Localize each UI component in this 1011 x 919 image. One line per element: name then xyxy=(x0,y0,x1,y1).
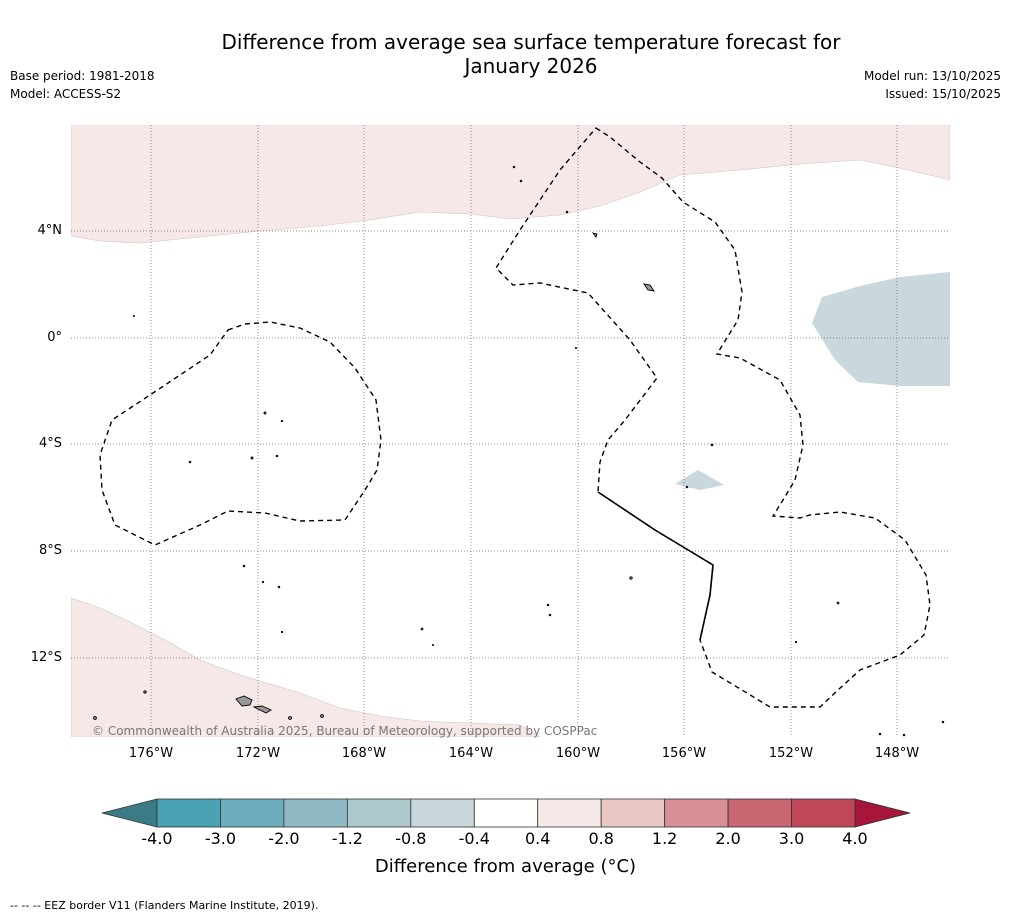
colorbar-segment xyxy=(283,798,348,828)
island-samoa-small xyxy=(252,705,272,714)
colorbar xyxy=(101,798,911,828)
colorbar-segment xyxy=(410,798,475,828)
colorbar-high-extend xyxy=(854,798,911,828)
lon-label-156w: 156°W xyxy=(661,746,707,761)
lon-label-168w: 168°W xyxy=(341,746,387,761)
colorbar-tick-label: 1.2 xyxy=(651,829,678,848)
base-period: Base period: 1981-2018 xyxy=(10,69,155,83)
colorbar-tick-label: 0.4 xyxy=(524,829,551,848)
copyright-notice: © Commonwealth of Australia 2025, Bureau… xyxy=(92,724,598,738)
colorbar-segment xyxy=(473,798,539,828)
map-title: Difference from average sea surface temp… xyxy=(0,30,1011,78)
meta-right: Model run: 13/10/2025 Issued: 15/10/2025 xyxy=(864,67,1001,103)
lon-label-172w: 172°W xyxy=(235,746,281,761)
title-line-2: January 2026 xyxy=(464,54,598,78)
lon-label-160w: 160°W xyxy=(555,746,601,761)
lon-label-164w: 164°W xyxy=(448,746,494,761)
warm-anomaly-north xyxy=(71,125,950,244)
lon-label-148w: 148°W xyxy=(874,746,920,761)
colorbar-low-extend xyxy=(101,798,158,828)
model-run: Model run: 13/10/2025 xyxy=(863,69,1001,83)
colorbar-segment xyxy=(537,798,602,828)
footer-note: -- -- -- EEZ border V11 (Flanders Marine… xyxy=(10,899,319,912)
title-line-1: Difference from average sea surface temp… xyxy=(221,30,841,54)
colorbar-tick-label: -1.2 xyxy=(331,829,363,848)
model-name: Model: ACCESS-S2 xyxy=(10,87,122,101)
lat-label-4n: 4°N xyxy=(37,223,63,238)
colorbar-label: Difference from average (°C) xyxy=(374,856,637,877)
issued-date: Issued: 15/10/2025 xyxy=(885,87,1001,101)
eez-border-central xyxy=(495,127,931,708)
lat-label-0: 0° xyxy=(47,330,62,345)
islands xyxy=(93,165,945,737)
colorbar-segment xyxy=(664,798,729,828)
island-samoa-large xyxy=(235,695,253,707)
colorbar-segment xyxy=(727,798,792,828)
eez-borders xyxy=(99,127,931,708)
lon-label-152w: 152°W xyxy=(768,746,814,761)
cool-anomaly-east xyxy=(812,272,950,386)
lat-label-12s: 12°S xyxy=(30,650,62,665)
eez-border-solid-segment xyxy=(597,491,714,641)
lat-label-8s: 8°S xyxy=(38,543,62,558)
meta-left: Base period: 1981-2018 Model: ACCESS-S2 xyxy=(10,67,155,103)
warm-anomaly-south-west xyxy=(71,597,541,737)
colorbar-tick-label: -2.0 xyxy=(268,829,300,848)
colorbar-tick-label: 2.0 xyxy=(715,829,741,848)
lat-label-4s: 4°S xyxy=(38,436,62,451)
cool-anomaly-small-patch xyxy=(675,470,724,490)
lon-label-176w: 176°W xyxy=(128,746,174,761)
colorbar-tick-label: 0.8 xyxy=(588,829,614,848)
colorbar-tick-label: -0.4 xyxy=(458,829,490,848)
colorbar-tick-label: -0.8 xyxy=(395,829,427,848)
colorbar-tick-label: -3.0 xyxy=(204,829,237,848)
colorbar-segment xyxy=(791,798,856,828)
colorbar-segment xyxy=(156,798,221,828)
colorbar-tick-label: -4.0 xyxy=(141,829,173,848)
colorbar-segment xyxy=(220,798,285,828)
eez-border-west xyxy=(99,321,382,546)
colorbar-segment xyxy=(600,798,666,828)
colorbar-tick-label: 4.0 xyxy=(842,829,868,848)
colorbar-tick-label: 3.0 xyxy=(778,829,805,848)
colorbar-segment xyxy=(346,798,412,828)
